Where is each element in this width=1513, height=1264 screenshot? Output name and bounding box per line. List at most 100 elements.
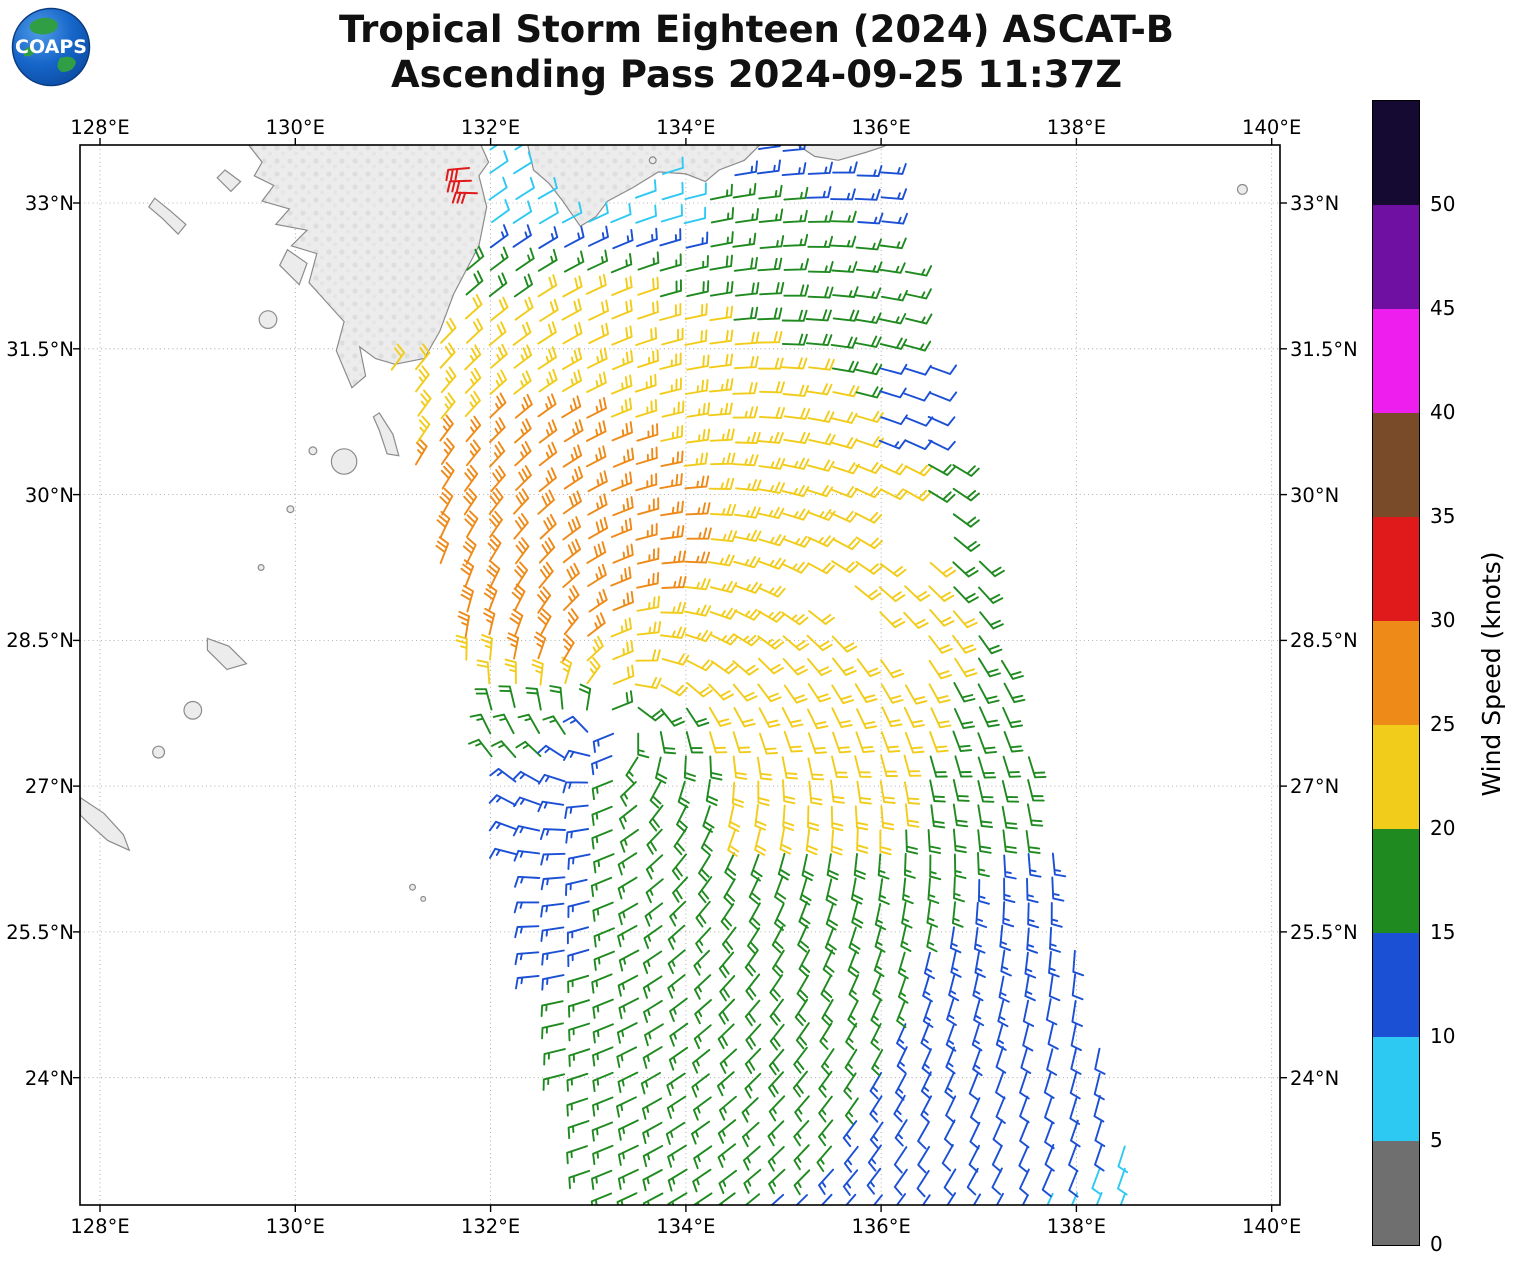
wind-barb: [757, 780, 770, 807]
wind-barb: [686, 659, 714, 672]
wind-barb: [969, 1121, 981, 1150]
wind-barb: [489, 441, 506, 468]
wind-barb: [463, 488, 478, 516]
wind-barb: [904, 684, 928, 705]
globe-landmass-north: [29, 17, 58, 35]
wind-barb: [879, 829, 892, 856]
wind-barb: [878, 878, 890, 905]
wind-barb: [691, 1073, 710, 1098]
wind-barb: [741, 1121, 760, 1148]
wind-barb: [489, 246, 509, 271]
wind-barb: [709, 329, 734, 345]
wind-barb: [610, 471, 633, 492]
wind-barb: [440, 317, 457, 344]
chart-title: Tropical Storm Eighteen (2024) ASCAT-B: [338, 8, 1175, 51]
wind-barb: [997, 999, 1009, 1028]
wind-barb: [768, 1095, 786, 1122]
wind-barb: [1003, 731, 1024, 753]
wind-barb: [592, 1096, 614, 1117]
wind-barb: [807, 683, 832, 703]
wind-barb: [540, 926, 565, 942]
wind-barb: [464, 390, 481, 418]
wind-barb: [649, 780, 662, 809]
wind-barb: [593, 853, 615, 874]
wind-barb: [1051, 852, 1067, 878]
wind-barb: [462, 537, 477, 565]
island-izu_islet: [1236, 183, 1248, 195]
x-tick-label-top: 138°E: [1046, 116, 1107, 139]
wind-barb: [991, 1144, 1003, 1173]
wind-barb: [879, 237, 907, 250]
wind-barb: [610, 566, 632, 587]
wind-barb: [457, 610, 470, 638]
wind-barb: [661, 575, 687, 589]
x-tick-label-bottom: 134°E: [656, 1215, 716, 1238]
wind-barb: [488, 794, 517, 806]
wind-barb: [733, 506, 761, 519]
wind-barb: [921, 1048, 932, 1076]
wind-barb: [1019, 1095, 1030, 1124]
island-tokara_south: [257, 563, 265, 571]
wind-barb: [660, 204, 683, 223]
wind-barb: [587, 516, 609, 540]
wind-barb: [537, 321, 557, 345]
qc-flagged-barb: [445, 167, 471, 182]
wind-barb: [417, 389, 432, 417]
wind-barb: [1019, 1168, 1030, 1197]
wind-barb: [637, 251, 660, 271]
y-tick-label-right: 33°N: [1290, 192, 1340, 216]
wind-barb: [745, 1023, 762, 1050]
wind-barb: [920, 1022, 931, 1051]
wind-barb: [1044, 1121, 1055, 1150]
wind-barb: [953, 708, 975, 730]
wind-barb: [659, 730, 677, 755]
wind-barb: [587, 563, 607, 587]
wind-barb: [515, 974, 540, 990]
wind-barb: [830, 188, 856, 201]
wind-barb: [694, 999, 712, 1025]
wind-barb: [677, 780, 690, 809]
wind-barb: [927, 877, 940, 904]
wind-barb: [618, 804, 638, 830]
wind-barb: [843, 1145, 859, 1173]
wind-barb: [946, 998, 957, 1026]
wind-barb: [634, 373, 657, 393]
wind-barb: [832, 161, 858, 174]
wind-barb: [564, 225, 585, 248]
wind-barb: [637, 497, 660, 516]
land-okinawa: [80, 796, 131, 852]
wind-barb: [807, 535, 836, 548]
wind-barb: [732, 683, 758, 702]
wind-barb: [568, 1169, 591, 1190]
y-tick-label-left: 28.5°N: [6, 629, 74, 653]
wind-barb: [782, 457, 810, 470]
wind-barb: [1026, 803, 1044, 827]
wind-barb: [783, 258, 809, 271]
wind-barb: [513, 513, 529, 540]
colorbar-seg-50+: [1373, 101, 1419, 205]
wind-barb: [635, 204, 657, 224]
wind-barb: [1044, 1143, 1055, 1172]
wind-barb: [488, 176, 508, 201]
wind-barb: [734, 331, 760, 346]
wind-barb: [952, 778, 970, 802]
wind-barb: [685, 707, 710, 728]
wind-barb: [782, 209, 808, 224]
wind-barb: [1091, 1167, 1102, 1196]
wind-barb: [879, 611, 906, 629]
wind-barb: [538, 201, 559, 225]
wind-barb: [1022, 1024, 1034, 1052]
wind-barb: [758, 585, 786, 598]
wind-barb: [515, 247, 535, 272]
wind-barb: [1049, 926, 1061, 953]
wind-barb: [978, 635, 1003, 655]
wind-barb: [468, 738, 493, 758]
wind-barb: [733, 256, 758, 272]
wind-barb: [634, 676, 662, 690]
wind-barb: [641, 1097, 663, 1120]
land-amami_oshima: [206, 637, 248, 671]
wind-barb: [781, 357, 808, 370]
wind-barb: [941, 1143, 954, 1172]
colorbar-seg-15-20: [1373, 829, 1419, 933]
wind-barb: [1068, 1169, 1079, 1198]
